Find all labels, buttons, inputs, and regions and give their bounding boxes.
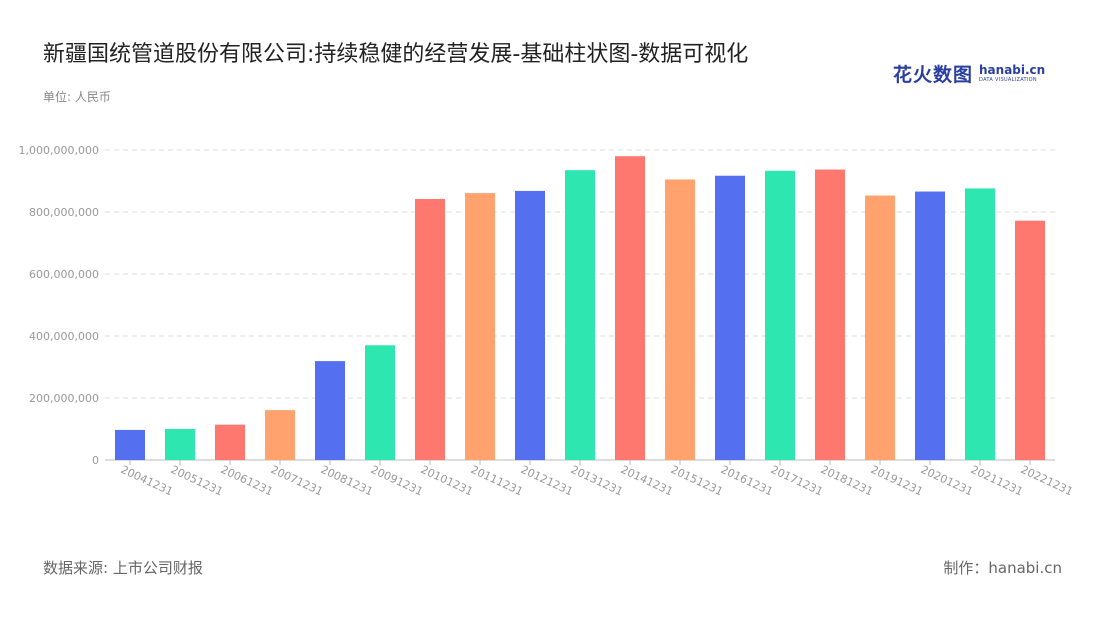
bar: [765, 170, 795, 460]
bar: [115, 429, 145, 460]
x-tick-label: 20161231: [719, 463, 775, 498]
x-tick-label: 20151231: [669, 463, 725, 498]
x-tick-label: 20061231: [219, 463, 275, 498]
brand-cn-text: 花火数图: [893, 64, 974, 86]
x-tick-label: 20071231: [269, 463, 325, 498]
x-tick-label: 20221231: [1019, 463, 1075, 498]
bar: [1015, 220, 1045, 460]
x-tick-label: 20081231: [319, 463, 375, 498]
brand-tagline: DATA VISUALIZATION: [979, 76, 1037, 83]
bar: [865, 195, 895, 460]
bar: [465, 193, 495, 460]
maker-credit: 制作：hanabi.cn: [943, 559, 1062, 577]
x-tick-label: 20141231: [619, 463, 675, 498]
bar: [215, 424, 245, 460]
y-tick-label: 0: [92, 454, 99, 467]
x-tick-label: 20121231: [519, 463, 575, 498]
x-tick-label: 20041231: [119, 463, 175, 498]
x-tick-label: 20051231: [169, 463, 225, 498]
y-tick-label: 1,000,000,000: [19, 144, 99, 157]
bar: [165, 429, 195, 460]
bar: [615, 156, 645, 460]
x-tick-label: 20201231: [919, 463, 975, 498]
y-tick-label: 600,000,000: [29, 268, 99, 281]
bar: [565, 170, 595, 460]
bar: [965, 188, 995, 460]
brand-logo: 花火数图 hanabi.cn DATA VISUALIZATION: [893, 60, 1045, 87]
bar: [315, 361, 345, 460]
bar: [365, 345, 395, 460]
y-axis-ticks: 0 200,000,000 400,000,000 600,000,000 800,00…: [19, 144, 99, 467]
x-axis-ticks: 2004123120051231200612312007123120081231…: [119, 460, 1075, 498]
x-tick-label: 20181231: [819, 463, 875, 498]
x-tick-label: 20111231: [469, 463, 525, 498]
unit-label: 单位: 人民币: [43, 90, 111, 104]
brand-en-text: hanabi.cn: [979, 62, 1046, 77]
x-tick-label: 20131231: [569, 463, 625, 498]
x-tick-label: 20101231: [419, 463, 475, 498]
chart-title: 新疆国统管道股份有限公司:持续稳健的经营发展-基础柱状图-数据可视化: [43, 42, 749, 67]
bar: [415, 198, 445, 461]
y-tick-label: 200,000,000: [29, 392, 99, 405]
y-tick-label: 800,000,000: [29, 206, 99, 219]
bar: [665, 179, 695, 460]
y-tick-label: 400,000,000: [29, 330, 99, 343]
data-source: 数据来源: 上市公司财报: [43, 559, 203, 577]
x-tick-label: 20171231: [769, 463, 825, 498]
bar: [515, 190, 545, 461]
x-tick-label: 20091231: [369, 463, 425, 498]
bar: [815, 169, 845, 460]
bars: [115, 156, 1045, 461]
x-tick-label: 20191231: [869, 463, 925, 498]
bar: [265, 410, 295, 460]
brand-en-block: hanabi.cn DATA VISUALIZATION: [979, 62, 1046, 84]
bar: [915, 191, 945, 461]
x-tick-label: 20211231: [969, 463, 1025, 498]
bar: [715, 175, 745, 461]
